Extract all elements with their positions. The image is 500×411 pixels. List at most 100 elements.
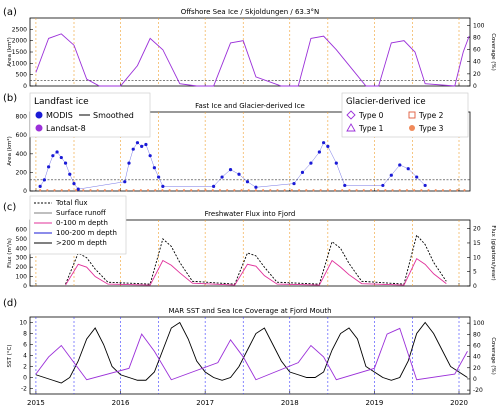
panel-c-ytick-label: 400 bbox=[16, 245, 28, 252]
panel-b-glacier-point bbox=[355, 189, 358, 192]
legend-type2-marker bbox=[408, 111, 416, 119]
panel-c-title: Freshwater Flux into Fjord bbox=[205, 210, 296, 218]
panel-c-y2tick-label: 15 bbox=[473, 240, 481, 247]
panel-b-series-line bbox=[39, 142, 426, 190]
legend-smoothed-label: Smoothed bbox=[93, 111, 134, 120]
panel-b-glacier-point bbox=[233, 189, 236, 192]
panel-d-ytick-label: 4 bbox=[23, 353, 27, 360]
panel-b: (b) Fast Ice and Glacier-derived Ice Are… bbox=[3, 92, 471, 195]
panel-b-glacier-point bbox=[305, 189, 308, 192]
panel-c-ytick-label: 100 bbox=[16, 274, 28, 281]
panel-c-ylabel: Flux (m³/s) bbox=[6, 238, 13, 268]
panel-b-glacier-point bbox=[132, 189, 135, 192]
panel-b-glacier-point bbox=[333, 189, 337, 192]
x-year-label: 2019 bbox=[365, 399, 383, 407]
panel-b-glacier-point bbox=[139, 189, 142, 192]
panel-c-ytick-label: 200 bbox=[16, 264, 28, 271]
panel-a: (a) Offshore Sea Ice / Skjoldungen / 63.… bbox=[3, 7, 496, 90]
panel-d-label: (d) bbox=[3, 298, 17, 309]
legend-glacier-title: Glacier-derived ice bbox=[346, 97, 426, 107]
panel-d-title: MAR SST and Sea Ice Coverage at Fjord Mo… bbox=[168, 307, 331, 315]
legend-runoff-label: Surface runoff bbox=[56, 209, 106, 217]
legend-flux-box bbox=[29, 195, 127, 255]
panel-a-ylabel: Area (km²) bbox=[6, 37, 13, 66]
panel-b-glacier-point bbox=[197, 189, 200, 192]
panel-b-glacier-point bbox=[362, 189, 365, 192]
panel-d-frame bbox=[29, 316, 471, 395]
panel-a-ytick-label: 500 bbox=[16, 72, 28, 79]
panel-d-y2label: Coverage (%) bbox=[490, 337, 496, 375]
panel-b-glacier-point bbox=[46, 189, 49, 192]
panel-b-glacier-point bbox=[190, 189, 193, 192]
legend-type1-marker bbox=[346, 123, 356, 132]
panel-b-ytick-label: 400 bbox=[16, 151, 28, 158]
panel-d-y2tick-label: 100 bbox=[473, 320, 485, 327]
panel-b-glacier-point bbox=[103, 189, 106, 192]
panel-c-ytick-label: 0 bbox=[23, 283, 27, 290]
panel-b-glacier-point bbox=[456, 189, 459, 192]
legend-modis-marker bbox=[35, 111, 43, 119]
panel-b-glacier-point bbox=[326, 189, 329, 192]
panel-b-glacier-point bbox=[463, 189, 466, 192]
panel-b-glacier-point bbox=[384, 189, 387, 192]
panel-b-glacier-point bbox=[269, 189, 272, 192]
panel-b-glacier-point bbox=[118, 189, 121, 192]
panel-d-y2tick-label: -20 bbox=[473, 387, 483, 394]
panel-d-ylabel: SST (°C) bbox=[7, 345, 13, 368]
panel-c-y2tick-label: 10 bbox=[473, 254, 481, 261]
panel-b-glacier-point bbox=[75, 189, 78, 192]
panel-a-y2tick-label: 0 bbox=[473, 83, 477, 90]
legend-total-label: Total flux bbox=[55, 199, 88, 207]
panel-b-ytick-label: 0 bbox=[23, 188, 27, 195]
panel-c-y2tick-label: 0 bbox=[473, 283, 477, 290]
panel-a-y2tick-label: 40 bbox=[473, 59, 481, 66]
x-year-label: 2015 bbox=[27, 399, 45, 407]
panel-b-glacier-point bbox=[283, 189, 286, 192]
x-year-label: 2020 bbox=[450, 399, 468, 407]
x-year-label: 2017 bbox=[196, 399, 214, 407]
legend-landfast: Landfast ice MODIS Smoothed Landsat-8 bbox=[29, 92, 151, 138]
legend-type1-label: Type 1 bbox=[358, 124, 384, 133]
panel-a-ytick-label: 2500 bbox=[12, 26, 27, 33]
panel-c-y2tick-label: 20 bbox=[473, 226, 481, 233]
panel-c-y2tick-label: 5 bbox=[473, 269, 477, 276]
panel-d-y2tick-label: 40 bbox=[473, 354, 481, 361]
legend-type3-marker bbox=[409, 125, 415, 131]
panel-c-ytick-label: 600 bbox=[16, 226, 28, 233]
panel-d-series-coverage bbox=[35, 327, 468, 381]
panel-d-y2tick-label: 80 bbox=[473, 331, 481, 338]
panel-b-glacier-point bbox=[240, 189, 243, 192]
panel-c-series-0-100-m-depth bbox=[65, 257, 447, 286]
panel-b-glacier-point bbox=[67, 189, 71, 192]
legend-200-label: >200 m depth bbox=[56, 239, 107, 247]
legend-flux: Total flux Surface runoff 0-100 m depth … bbox=[29, 195, 127, 255]
x-year-label: 2018 bbox=[281, 399, 299, 407]
x-axis-years: 2015 2016 2017 2018 2019 2020 bbox=[27, 399, 468, 407]
panel-a-ytick-label: 1000 bbox=[12, 60, 27, 67]
panel-b-ytick-label: 600 bbox=[16, 132, 28, 139]
panel-b-glacier-point bbox=[218, 189, 222, 192]
panel-c: (c) Freshwater Flux into Fjord Flux (m³/… bbox=[3, 195, 496, 290]
panel-d-ytick-label: 10 bbox=[19, 320, 27, 327]
legend-glacier-box bbox=[341, 92, 469, 138]
legend-type2-label: Type 2 bbox=[418, 111, 444, 120]
panel-c-ytick-label: 300 bbox=[16, 255, 28, 262]
panel-b-glacier-point bbox=[154, 189, 157, 192]
panel-d-y2tick-label: 60 bbox=[473, 342, 481, 349]
panel-b-glacier-point bbox=[211, 189, 214, 192]
panel-b-glacier-point bbox=[60, 189, 63, 192]
legend-type0-marker bbox=[346, 110, 356, 120]
panel-a-title: Offshore Sea Ice / Skjoldungen / 63.3°N bbox=[181, 8, 320, 16]
panel-b-glacier-point bbox=[391, 189, 394, 192]
panel-d: (d) MAR SST and Sea Ice Coverage at Fjor… bbox=[3, 298, 496, 395]
legend-landsat-label: Landsat-8 bbox=[46, 124, 86, 133]
legend-modis-label: MODIS bbox=[46, 111, 73, 120]
panel-a-y2tick-label: 60 bbox=[473, 47, 481, 54]
panel-b-glacier-point bbox=[110, 189, 114, 192]
panel-a-ytick-label: 0 bbox=[23, 83, 27, 90]
panel-b-glacier-point bbox=[420, 189, 423, 192]
panel-b-glacier-point bbox=[226, 189, 229, 192]
legend-type0-label: Type 0 bbox=[358, 111, 384, 120]
panel-a-ytick-label: 2000 bbox=[12, 38, 27, 45]
panel-c-ytick-label: 500 bbox=[16, 236, 28, 243]
